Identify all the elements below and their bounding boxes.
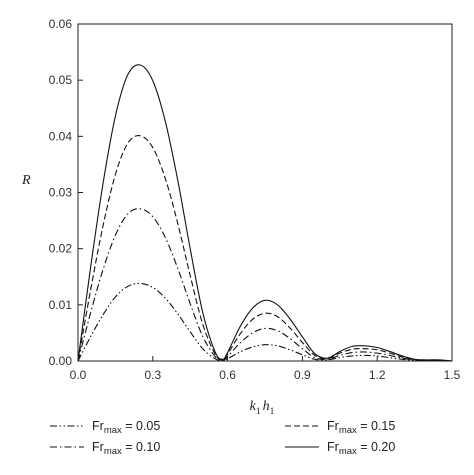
x-tick-label: 1.2: [369, 368, 386, 382]
y-tick-label: 0.05: [49, 73, 73, 87]
y-tick-label: 0.04: [49, 129, 73, 143]
legend-label: Frmax = 0.10: [92, 440, 160, 457]
plot-area: 0.0 0.3 0.6 0.9 1.2 1.5 0.000.010.020.030.040…: [49, 17, 461, 382]
y-axis: 0.00 0.01 0.02 0.03 0.04 0.05 0.06: [49, 17, 83, 368]
x-tick-label: 0.3: [144, 368, 161, 382]
y-tick-label: 0.06: [49, 17, 73, 31]
y-tick-label: 0.01: [49, 298, 73, 312]
legend-item: Frmax = 0.10: [50, 440, 160, 457]
x-tick-label: 1.5: [444, 368, 461, 382]
y-axis-title: R: [21, 173, 31, 188]
series-line-3: [77, 135, 453, 362]
series-lines: [77, 64, 453, 362]
series-line-1: [77, 282, 453, 362]
x-axis: 0.0 0.3 0.6 0.9 1.2 1.5: [70, 356, 461, 382]
y-tick-label: 0.03: [49, 186, 73, 200]
legend: Frmax = 0.05 Frmax = 0.10 Frmax = 0.15 Frma…: [50, 419, 395, 457]
legend-label: Frmax = 0.20: [327, 440, 395, 457]
legend-label: Frmax = 0.05: [92, 419, 160, 436]
x-tick-label: 0.0: [70, 368, 87, 382]
series-line-4: [77, 64, 453, 362]
x-tick-label: 0.9: [294, 368, 311, 382]
legend-item: Frmax = 0.05: [50, 419, 160, 436]
x-tick-label: 0.6: [219, 368, 236, 382]
series-line-2: [77, 208, 453, 362]
legend-item: Frmax = 0.15: [285, 419, 395, 436]
legend-label: Frmax = 0.15: [327, 419, 395, 436]
plot-frame: [77, 23, 453, 362]
y-tick-label: 0.02: [49, 242, 73, 256]
y-tick-label: 0.00: [49, 354, 73, 368]
legend-item: Frmax = 0.20: [285, 440, 395, 457]
x-axis-title: k1 h1: [250, 399, 275, 417]
